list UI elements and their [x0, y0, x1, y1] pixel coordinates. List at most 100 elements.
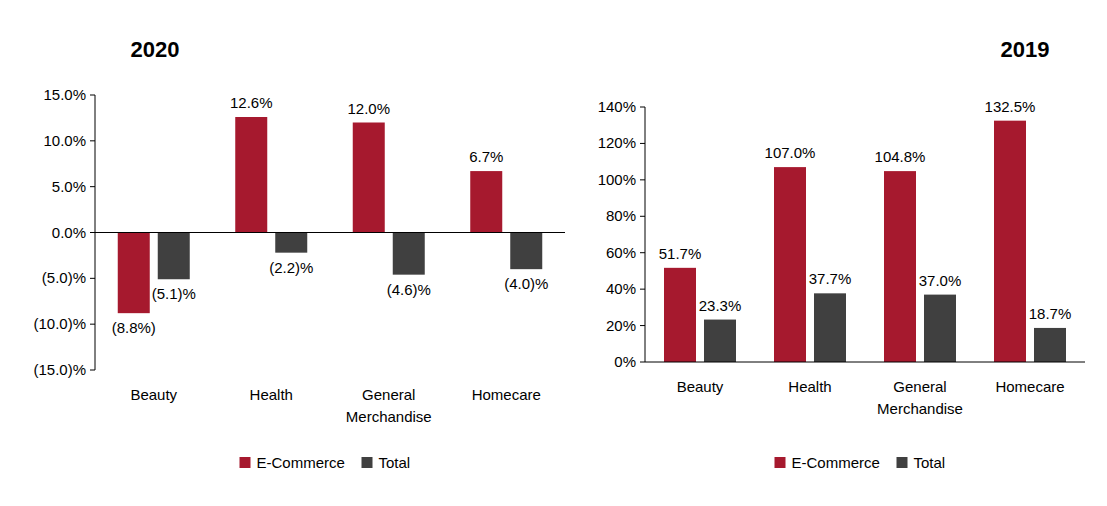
y-tick [90, 370, 95, 371]
x-tick-label: Homecare [995, 378, 1064, 395]
bar [994, 121, 1026, 362]
x-tick-label: Health [788, 378, 831, 395]
y-tick [640, 179, 645, 180]
bar [393, 233, 425, 275]
bar [1034, 328, 1066, 362]
y-tick [640, 252, 645, 253]
y-tick-label: 5.0% [52, 178, 86, 195]
x-axis [95, 232, 565, 233]
data-label: 104.8% [875, 148, 926, 165]
bar [235, 117, 267, 233]
legend-swatch [897, 457, 908, 468]
y-tick [90, 324, 95, 325]
data-label: 37.7% [809, 270, 852, 287]
chart-title: 2020 [131, 37, 180, 62]
bars [664, 121, 1066, 362]
data-label: 107.0% [765, 144, 816, 161]
y-axis [645, 107, 646, 362]
x-tick-label: Health [250, 386, 293, 403]
data-label: (4.6)% [387, 281, 431, 298]
y-tick-label: 120% [598, 134, 636, 151]
label-line: Beauty [130, 386, 177, 403]
y-tick-label: 0.0% [52, 224, 86, 241]
legend-swatch [775, 457, 786, 468]
x-tick-label: Beauty [677, 378, 724, 395]
y-tick-label: 0% [614, 353, 636, 370]
legend-swatch [240, 457, 251, 468]
x-tick-label: Homecare [472, 386, 541, 403]
y-tick-label: 10.0% [43, 132, 86, 149]
bar [664, 268, 696, 362]
y-tick [640, 325, 645, 326]
data-labels: (8.8%) 12.6% 12.0% 6.7% (5.1)% (2.2)% (4.6)% (4… [112, 94, 549, 336]
data-label: 132.5% [985, 98, 1036, 115]
legend-label: Total [379, 454, 411, 471]
label-line: Health [788, 378, 831, 395]
y-tick-label: 40% [606, 280, 636, 297]
legend: E-Commerce Total [240, 454, 411, 471]
y-tick-label: (5.0)% [42, 269, 86, 286]
y-tick [90, 186, 95, 187]
bar [158, 233, 190, 280]
label-line: Beauty [677, 378, 724, 395]
data-label: 51.7% [659, 245, 702, 262]
y-tick-label: 20% [606, 317, 636, 334]
legend-label: E-Commerce [257, 454, 345, 471]
bar [470, 171, 502, 232]
x-axis [645, 362, 1085, 363]
label-line: General [362, 386, 415, 403]
bar [774, 167, 806, 362]
label-line: General [893, 378, 946, 395]
x-tick-label: Beauty [130, 386, 177, 403]
data-label: 12.0% [347, 100, 390, 117]
bar [118, 233, 150, 314]
y-tick [640, 362, 645, 363]
bar [884, 171, 916, 362]
chart-canvas: 202015.0%10.0%5.0%0.0%(5.0)%(10.0)%(15.0… [0, 0, 1107, 506]
y-tick [640, 143, 645, 144]
bar [353, 123, 385, 233]
bar [814, 293, 846, 362]
x-tick-label: General Merchandise [877, 378, 963, 417]
y-tick-label: 100% [598, 171, 636, 188]
chart-0: 202015.0%10.0%5.0%0.0%(5.0)%(10.0)%(15.0… [33, 37, 565, 471]
data-label: (2.2)% [269, 259, 313, 276]
y-tick-label: 15.0% [43, 86, 86, 103]
data-label: 12.6% [230, 94, 273, 111]
y-tick-label: 140% [598, 98, 636, 115]
legend-label: E-Commerce [792, 454, 880, 471]
y-tick-label: 80% [606, 207, 636, 224]
data-label: 37.0% [919, 272, 962, 289]
legend-swatch [362, 457, 373, 468]
y-tick [640, 216, 645, 217]
bars [118, 117, 543, 313]
bar [704, 320, 736, 362]
y-tick [90, 140, 95, 141]
background [0, 0, 1107, 506]
y-tick-label: (10.0)% [33, 315, 86, 332]
legend-label: Total [914, 454, 946, 471]
data-label: 23.3% [699, 297, 742, 314]
y-tick [90, 95, 95, 96]
bar [924, 295, 956, 362]
bar [275, 233, 307, 253]
data-labels: 51.7% 107.0% 104.8% 132.5% 23.3% 37.7% 37.0% 18… [659, 98, 1072, 322]
chart-title: 2019 [1001, 37, 1050, 62]
x-tick-label: GeneralMerchandise [346, 386, 432, 425]
data-label: 6.7% [469, 148, 503, 165]
y-tick [90, 232, 95, 233]
y-tick [90, 278, 95, 279]
data-label: 18.7% [1029, 305, 1072, 322]
data-label: (8.8%) [112, 319, 156, 336]
label-line: Health [250, 386, 293, 403]
label-line: Merchandise [877, 400, 963, 417]
legend: E-Commerce Total [775, 454, 946, 471]
bar [510, 233, 542, 270]
chart-1: 2019 0% 20% 40% 60% 80% 100% 120% 140% 51.7% 107.0… [598, 37, 1085, 471]
y-tick [640, 107, 645, 108]
label-line: Homecare [472, 386, 541, 403]
data-label: (4.0)% [504, 275, 548, 292]
data-label: (5.1)% [152, 285, 196, 302]
label-line: Homecare [995, 378, 1064, 395]
y-tick-label: 60% [606, 244, 636, 261]
